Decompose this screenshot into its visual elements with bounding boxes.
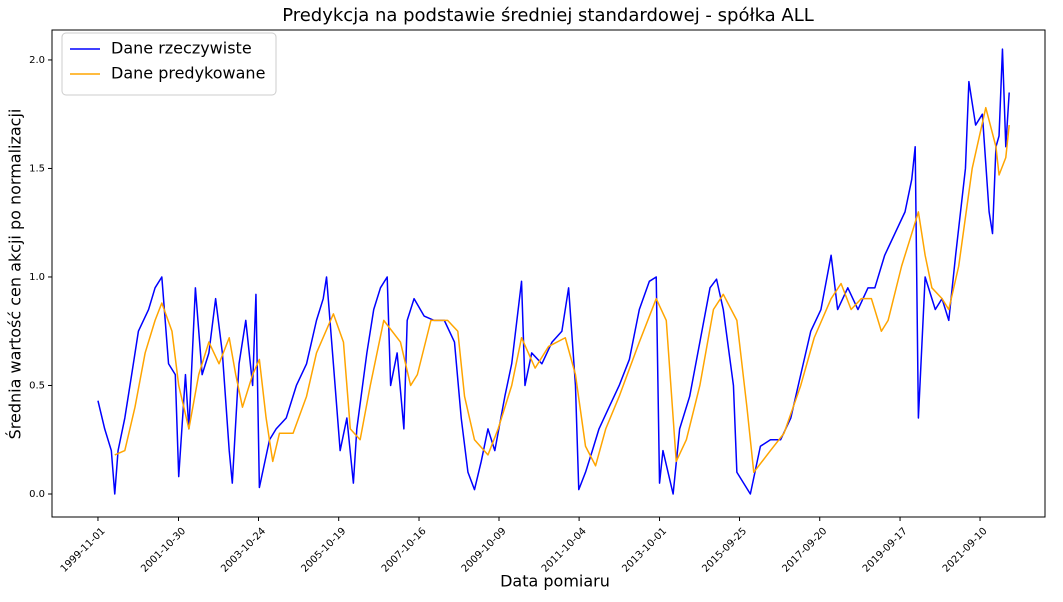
y-tick-label: 0.5 [29, 380, 45, 391]
y-tick-label: 0.0 [29, 489, 45, 500]
legend: Dane rzeczywiste Dane predykowane [61, 32, 277, 96]
legend-box [61, 32, 277, 96]
x-axis-label: Data pomiaru [500, 572, 610, 591]
chart-title: Predykcja na podstawie średniej standard… [282, 5, 814, 26]
plot-frame [51, 29, 1046, 518]
y-tick-label: 2.0 [29, 55, 45, 66]
y-tick-label: 1.5 [29, 163, 45, 174]
data-line [97, 48, 1010, 495]
legend-label: Dane predykowane [111, 64, 265, 83]
y-axis-label: Średnia wartość cen akcji po normalizacj… [6, 109, 25, 440]
legend-label: Dane rzeczywiste [111, 39, 252, 58]
y-tick-label: 1.0 [29, 272, 45, 283]
data-line [114, 106, 1010, 474]
